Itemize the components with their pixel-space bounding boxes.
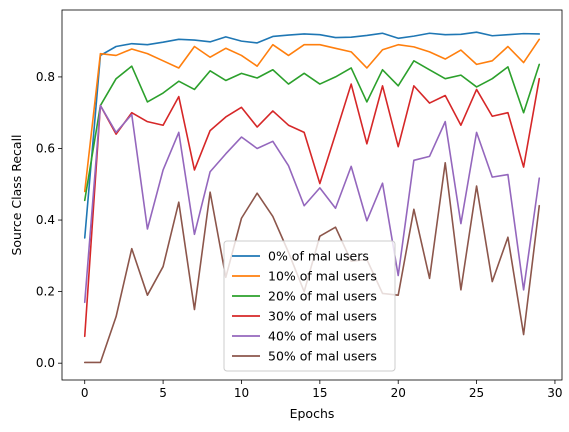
y-tick-label: 0.8 <box>36 70 55 84</box>
series-line-0 <box>83 31 541 239</box>
legend-box <box>223 240 396 372</box>
x-tick-label: 30 <box>547 386 562 400</box>
legend-label: 20% of mal users <box>268 289 377 304</box>
plot-frame <box>61 9 563 381</box>
y-axis-label: Source Class Recall <box>9 134 24 255</box>
x-tick-label: 25 <box>469 386 484 400</box>
legend-label: 30% of mal users <box>268 309 377 324</box>
y-tick-label: 0.4 <box>36 213 55 227</box>
x-axis-label: Epochs <box>290 406 335 421</box>
legend-label: 40% of mal users <box>268 329 377 344</box>
legend-label: 10% of mal users <box>268 269 377 284</box>
series-line-4 <box>83 104 541 304</box>
legend-label: 50% of mal users <box>268 349 377 364</box>
x-tick-label: 10 <box>234 386 249 400</box>
y-tick-label: 0.2 <box>36 285 55 299</box>
y-tick-label: 0.6 <box>36 141 55 155</box>
series-line-3 <box>83 77 541 338</box>
x-tick-label: 20 <box>391 386 406 400</box>
x-axis-ticks: 0 5 10 15 20 25 30 <box>81 380 563 400</box>
series-line-2 <box>83 60 541 202</box>
legend: 0% of mal users 10% of mal users 20% of ma… <box>223 240 396 372</box>
x-tick-label: 0 <box>81 386 89 400</box>
x-tick-label: 5 <box>159 386 167 400</box>
y-axis-ticks: 0.0 0.2 0.4 0.6 0.8 <box>36 70 62 370</box>
series-line-1 <box>83 38 541 193</box>
legend-label: 0% of mal users <box>268 249 369 264</box>
y-tick-label: 0.0 <box>36 356 55 370</box>
x-tick-label: 15 <box>312 386 327 400</box>
